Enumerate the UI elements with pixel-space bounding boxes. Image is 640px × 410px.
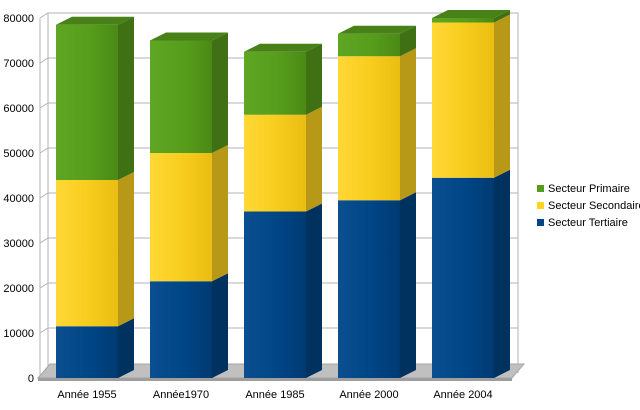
y-tick-label: 60000 xyxy=(3,103,34,115)
bar-segment xyxy=(338,56,400,201)
bar-segment xyxy=(432,22,494,178)
x-tick-label: Année 2000 xyxy=(339,389,398,401)
bar-segment-side xyxy=(306,43,322,115)
legend-swatch xyxy=(537,219,544,226)
x-tick-label: Année 1955 xyxy=(57,389,116,401)
bar-segment-top xyxy=(338,25,416,34)
bar-segment xyxy=(150,281,212,378)
y-tick-label: 40000 xyxy=(3,193,34,205)
bar-segment-side xyxy=(118,318,134,378)
legend-label: Secteur Tertiaire xyxy=(548,217,628,229)
bar-segment-side xyxy=(212,273,228,378)
bar-segment xyxy=(244,114,306,212)
y-tick-label: 50000 xyxy=(3,148,34,160)
x-tick-label: Année 2004 xyxy=(433,389,492,401)
y-tick-label: 20000 xyxy=(3,283,34,295)
bar-segment-top xyxy=(56,16,134,25)
bar-segment-side xyxy=(212,145,228,282)
y-tick-label: 70000 xyxy=(3,58,34,70)
bar-segment-side xyxy=(400,48,416,201)
bar-segment-side xyxy=(306,203,322,378)
bar-segment-side xyxy=(212,32,228,153)
legend-label: Secteur Primaire xyxy=(548,183,630,195)
floor-edge xyxy=(38,378,512,381)
y-axis-ticks: 0 10000 20000 30000 40000 50000 60000 70000 8000… xyxy=(3,13,34,385)
bar-segment-top xyxy=(432,10,510,18)
bar-segment-side xyxy=(494,169,510,378)
bar-segment-top xyxy=(244,43,322,52)
bar-segment xyxy=(56,180,118,327)
bar-layer xyxy=(56,10,510,378)
bar-segment xyxy=(56,326,118,378)
legend-label: Secteur Secondaire xyxy=(548,200,640,212)
x-axis-ticks: Année 1955 Année1970 Année 1985 Année 2000 A… xyxy=(57,389,492,401)
bar-segment-side xyxy=(494,10,510,23)
bar-segment xyxy=(432,177,494,378)
grid-layer xyxy=(39,12,519,379)
x-tick-label: Année1970 xyxy=(153,389,209,401)
bar-segment xyxy=(338,200,400,378)
y-tick-label: 80000 xyxy=(3,13,34,25)
y-tick-label: 0 xyxy=(28,373,34,385)
bar-segment xyxy=(338,33,400,57)
bar-segment xyxy=(56,24,118,180)
bar-segment-side xyxy=(306,106,322,212)
bar-segment-side xyxy=(118,172,134,327)
y-tick-label: 30000 xyxy=(3,238,34,250)
legend: Secteur Primaire Secteur Secondaire Secteu… xyxy=(537,183,640,229)
bar-segment xyxy=(150,40,212,153)
bar-segment xyxy=(432,18,494,23)
bar-segment-side xyxy=(118,16,134,180)
legend-swatch xyxy=(537,202,544,209)
bar-segment xyxy=(150,153,212,282)
y-tick-label: 10000 xyxy=(3,328,34,340)
gridline xyxy=(39,12,518,19)
bar-segment-side xyxy=(400,25,416,57)
bar-segment xyxy=(244,211,306,378)
bar-segment-side xyxy=(494,14,510,178)
legend-swatch xyxy=(537,185,544,192)
bar-segment-side xyxy=(400,192,416,378)
bar-segment xyxy=(244,51,306,115)
x-tick-label: Année 1985 xyxy=(245,389,304,401)
bar-segment-top xyxy=(150,32,228,41)
